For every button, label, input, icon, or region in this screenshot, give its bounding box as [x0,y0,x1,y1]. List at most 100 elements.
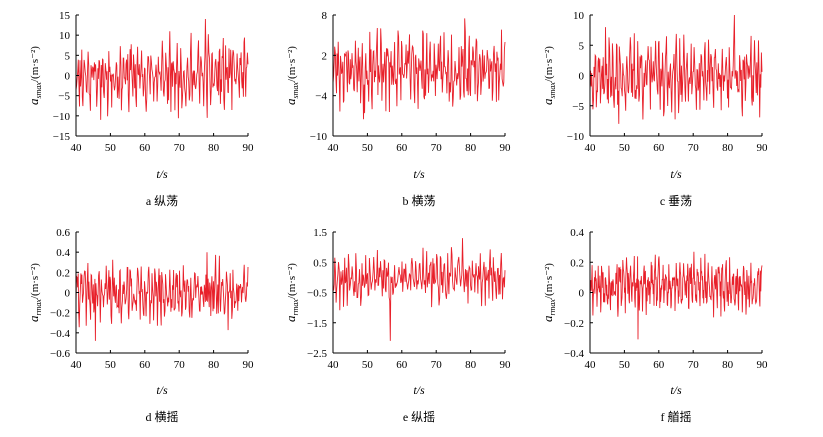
y-tick-label: 0.6 [56,227,70,239]
x-tick-label: 60 [653,142,665,154]
x-axis-label: t/s [156,383,168,397]
chart-panel-2: 40 50 60 70 80 90 8 2 −4 −10 t/s asmax/(m·s⁻²) b 横荡 [283,10,511,208]
x-tick-label: 80 [208,359,220,371]
x-tick-label: 90 [243,359,255,371]
y-tick-label: 0 [579,71,585,83]
chart-panel-6: 40 50 60 70 80 90 0.4 0.2 0 −0.2 −0.4 t/s armax/(m·s… [540,227,768,424]
series-line [332,238,506,341]
panel-caption: f 艏摇 [661,410,692,424]
x-tick-label: 40 [328,142,340,154]
x-tick-label: 40 [71,359,83,371]
x-tick-label: 40 [585,142,597,154]
chart-panel-5: 40 50 60 70 80 90 1.5 0.5 −0.5 −1.5 −2.5 t/s armax/(… [283,227,511,424]
y-tick-label: 0.2 [570,257,584,269]
y-tick-label: 5 [65,50,71,62]
series-line [332,18,506,120]
panel-caption: e 纵摇 [403,410,435,424]
y-tick-label: 0.4 [570,227,584,239]
y-tick-label: −1.5 [307,318,327,330]
x-tick-label: 40 [585,359,597,371]
y-axis-label: armax/(m·s⁻²) [26,263,43,322]
x-tick-label: 70 [688,359,700,371]
y-tick-label: −0.2 [564,318,584,330]
y-tick-label: −10 [310,131,328,143]
y-tick-label: 15 [59,10,71,22]
x-tick-label: 50 [105,359,117,371]
x-tick-label: 80 [722,359,734,371]
x-tick-label: 90 [500,142,512,154]
x-axis-label: t/s [670,167,682,181]
x-tick-label: 70 [688,142,700,154]
x-tick-label: 70 [431,142,443,154]
y-tick-label: −4 [315,91,327,103]
y-tick-label: −10 [53,111,71,123]
x-tick-label: 50 [362,359,374,371]
x-axis-label: t/s [670,383,682,397]
x-tick-label: 60 [139,142,151,154]
x-tick-label: 40 [328,359,340,371]
x-tick-label: 50 [619,359,631,371]
panel-caption: d 横摇 [145,410,178,424]
y-tick-label: −15 [53,131,71,143]
y-tick-label: 0 [579,288,585,300]
series-line [589,14,763,124]
x-tick-label: 60 [653,359,665,371]
x-tick-label: 80 [208,142,220,154]
y-axis-label: armax/(m·s⁻²) [283,263,300,322]
x-tick-label: 60 [139,359,151,371]
x-tick-label: 80 [722,142,734,154]
panel-caption: a 纵荡 [146,194,178,208]
x-tick-label: 70 [431,359,443,371]
x-tick-label: 40 [71,142,83,154]
series-line [75,18,249,120]
series-line [75,252,249,341]
x-tick-label: 70 [174,142,186,154]
x-tick-label: 90 [500,359,512,371]
y-tick-label: −0.2 [50,308,70,320]
x-tick-label: 50 [105,142,117,154]
y-axis-label: asmax/(m·s⁻²) [26,46,43,105]
y-tick-label: 0 [65,288,71,300]
y-tick-label: 5 [579,40,585,52]
x-tick-label: 50 [619,142,631,154]
x-tick-label: 90 [757,142,769,154]
y-tick-label: 0 [65,71,71,83]
y-tick-label: −5 [58,91,70,103]
y-tick-label: 0.5 [313,257,327,269]
panel-caption: b 横荡 [402,194,435,208]
y-tick-label: 2 [322,50,328,62]
y-tick-label: −5 [572,101,584,113]
series-line [589,251,763,340]
x-tick-label: 60 [396,359,408,371]
x-tick-label: 80 [465,359,477,371]
chart-panel-1: 40 50 60 70 80 90151050−5−10−15t/sasmax/(m·s⁻… [26,10,254,208]
y-axis-label: armax/(m·s⁻²) [540,263,557,322]
y-tick-label: 10 [573,10,585,22]
y-axis-label: asmax/(m·s⁻²) [283,46,300,105]
x-tick-label: 60 [396,142,408,154]
y-tick-label: −0.6 [50,348,70,360]
y-tick-label: 10 [59,30,71,42]
y-tick-label: −0.4 [50,328,70,340]
x-tick-label: 50 [362,142,374,154]
x-tick-label: 70 [174,359,186,371]
y-tick-label: −0.4 [564,348,584,360]
y-tick-label: 0.4 [56,247,70,259]
x-axis-label: t/s [413,383,425,397]
y-tick-label: −2.5 [307,348,327,360]
x-tick-label: 90 [757,359,769,371]
chart-panel-4: 40 50 60 70 80 90 0.6 0.4 0.2 0 −0.2 −0.4 −0.6 t/s arm… [26,227,254,424]
y-tick-label: 8 [322,10,328,22]
x-tick-label: 80 [465,142,477,154]
y-tick-label: −0.5 [307,288,327,300]
x-axis-label: t/s [413,167,425,181]
y-axis-label: asmax/(m·s⁻²) [540,46,557,105]
y-tick-label: −10 [567,131,585,143]
x-axis-label: t/s [156,167,168,181]
x-tick-label: 90 [243,142,255,154]
y-tick-label: 1.5 [313,227,327,239]
panel-caption: c 垂荡 [660,194,692,208]
y-tick-label: 0.2 [56,267,70,279]
